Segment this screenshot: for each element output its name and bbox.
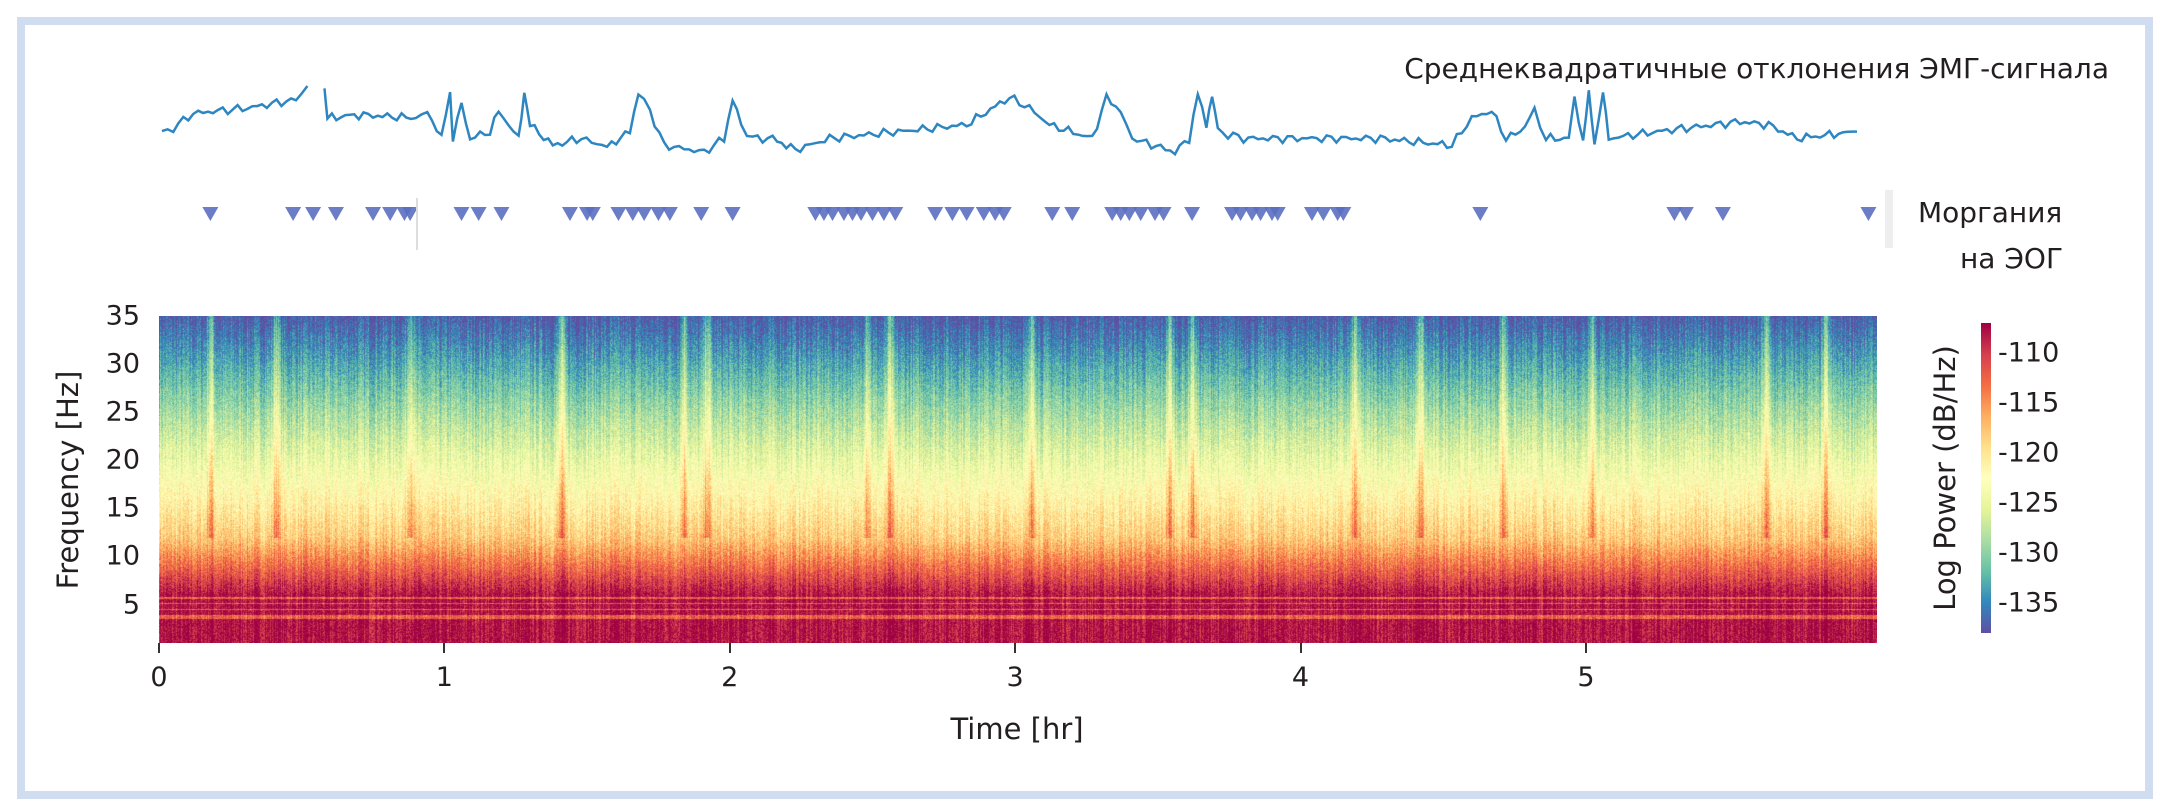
- x-tick-label: 1: [435, 662, 453, 693]
- blink-marker: [624, 207, 641, 221]
- emg-label: Среднеквадратичные отклонения ЭМГ-сигнал…: [1404, 52, 2109, 85]
- colorbar-tick-label: -115: [1998, 387, 2060, 419]
- blink-marker: [402, 207, 419, 221]
- blink-divider: [416, 198, 418, 250]
- blink-marker: [1269, 207, 1286, 221]
- colorbar-tick-label: -130: [1998, 537, 2060, 569]
- blink-marker: [958, 207, 975, 221]
- blink-marker: [724, 207, 741, 221]
- y-tick-label: 5: [122, 589, 140, 621]
- blink-marker: [453, 207, 470, 221]
- blink-marker: [382, 207, 399, 221]
- blink-marker: [693, 207, 710, 221]
- blink-marker: [853, 207, 870, 221]
- blink-marker: [1303, 207, 1320, 221]
- colorbar-tick-label: -135: [1998, 587, 2060, 619]
- x-tick-label: 3: [1006, 662, 1024, 693]
- y-tick-label: 15: [105, 492, 140, 524]
- blink-marker: [995, 207, 1012, 221]
- colorbar: [1981, 323, 1991, 633]
- blink-marker: [1232, 207, 1249, 221]
- emg-segment-1: [323, 88, 1857, 157]
- x-axis-label: Time [hr]: [950, 712, 1084, 746]
- blink-marker: [1714, 207, 1731, 221]
- blink-marker: [944, 207, 961, 221]
- blink-marker: [202, 207, 219, 221]
- blink-marker: [875, 207, 892, 221]
- blink-marker: [1472, 207, 1489, 221]
- blink-marker: [636, 207, 653, 221]
- blink-marker: [1184, 207, 1201, 221]
- blink-marker: [1335, 207, 1352, 221]
- blink-end-divider: [1885, 190, 1893, 248]
- x-tick-mark: [728, 643, 731, 653]
- blink-marker: [887, 207, 904, 221]
- blink-marker: [285, 207, 302, 221]
- blink-marker: [1155, 207, 1172, 221]
- blink-marker: [470, 207, 487, 221]
- blink-marker: [1132, 207, 1149, 221]
- y-tick-label: 30: [105, 348, 140, 380]
- blink-marker: [584, 207, 601, 221]
- blink-marker: [305, 207, 322, 221]
- x-tick-label: 0: [150, 662, 168, 693]
- y-tick-label: 35: [105, 300, 140, 332]
- blink-marker: [610, 207, 627, 221]
- blink-marker: [327, 207, 344, 221]
- blink-marker: [493, 207, 510, 221]
- x-tick-label: 2: [721, 662, 739, 693]
- y-tick-label: 10: [105, 540, 140, 572]
- blink-marker: [365, 207, 382, 221]
- blink-marker: [824, 207, 841, 221]
- blink-marker: [1044, 207, 1061, 221]
- blink-marker: [975, 207, 992, 221]
- x-tick-mark: [1584, 643, 1587, 653]
- blink-marker: [927, 207, 944, 221]
- blink-marker: [1064, 207, 1081, 221]
- y-axis-label: Frequency [Hz]: [51, 370, 85, 590]
- colorbar-tick-label: -125: [1998, 487, 2060, 519]
- blink-label-1: Моргания: [1918, 196, 2063, 229]
- colorbar-tick-label: -110: [1998, 337, 2060, 369]
- y-tick-label: 25: [105, 396, 140, 428]
- spectrogram: [159, 316, 1877, 643]
- colorbar-label: Log Power (dB/Hz): [1928, 345, 1962, 611]
- emg-segment-0: [161, 85, 309, 134]
- x-tick-mark: [443, 643, 446, 653]
- blink-marker: [1121, 207, 1138, 221]
- colorbar-tick-label: -120: [1998, 437, 2060, 469]
- x-tick-label: 5: [1577, 662, 1595, 693]
- emg-trace: [161, 85, 1857, 157]
- blink-marker: [1860, 207, 1877, 221]
- blink-marker: [864, 207, 881, 221]
- blink-markers: [202, 207, 1877, 221]
- x-tick-mark: [158, 643, 160, 653]
- blink-marker: [561, 207, 578, 221]
- x-tick-mark: [1014, 643, 1017, 653]
- blink-marker: [1315, 207, 1332, 221]
- blink-marker: [1252, 207, 1269, 221]
- blink-marker: [1677, 207, 1694, 221]
- blink-marker: [650, 207, 667, 221]
- x-tick-label: 4: [1291, 662, 1310, 693]
- figure-frame: [17, 17, 2153, 799]
- blink-marker: [661, 207, 678, 221]
- blink-marker: [1666, 207, 1683, 221]
- y-tick-label: 20: [105, 444, 140, 476]
- x-tick-mark: [1299, 643, 1302, 653]
- blink-label-2: на ЭОГ: [1960, 242, 2064, 275]
